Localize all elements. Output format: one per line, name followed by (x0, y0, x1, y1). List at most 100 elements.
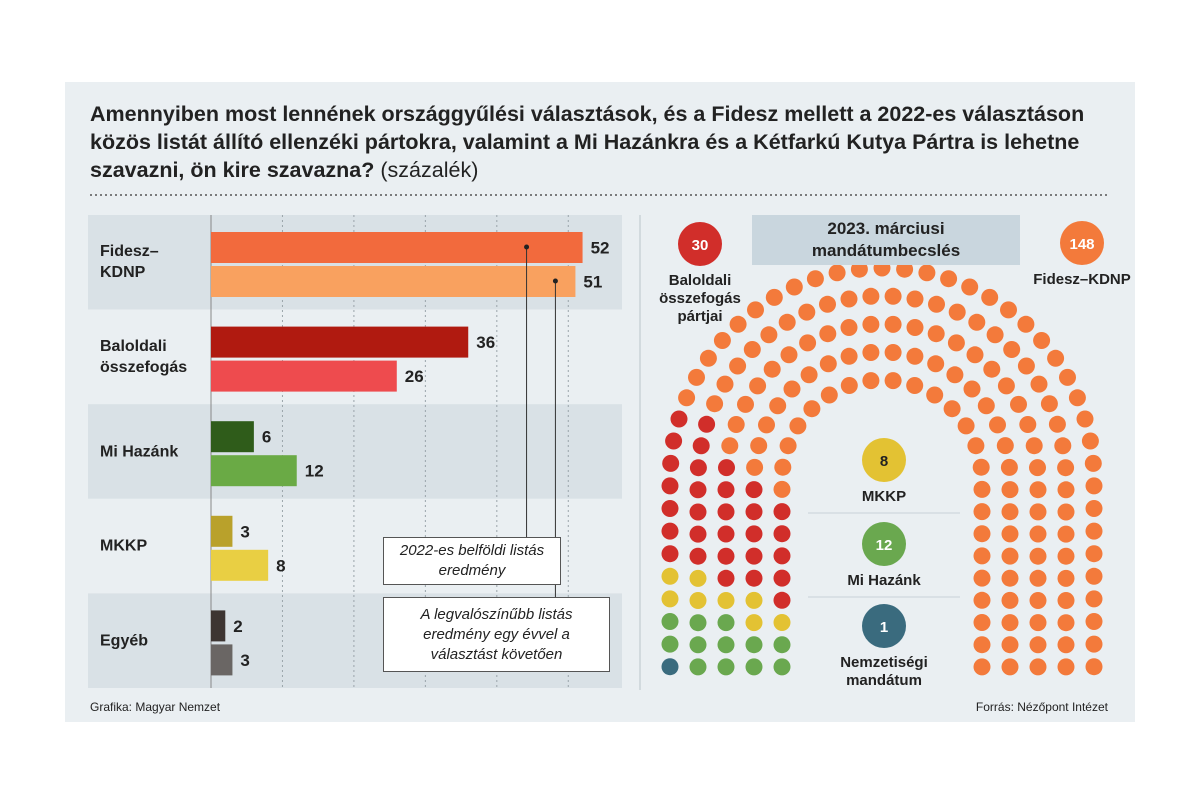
seat (1001, 481, 1019, 499)
seat (1057, 525, 1075, 543)
seat (745, 614, 763, 632)
seat (1057, 459, 1075, 477)
bar (211, 326, 469, 358)
seat (947, 334, 965, 352)
bar (211, 549, 269, 581)
seat (1057, 636, 1075, 654)
seat (706, 395, 724, 413)
seat (678, 389, 696, 407)
seat (973, 591, 991, 609)
seat (1085, 590, 1103, 608)
seat (789, 417, 807, 435)
seat (717, 592, 735, 609)
seat (1057, 658, 1075, 676)
seat (773, 503, 791, 521)
seat (1029, 569, 1047, 587)
seat (840, 377, 858, 394)
seat (689, 658, 707, 676)
seat (1017, 357, 1035, 375)
seat (737, 395, 754, 413)
seat (973, 636, 991, 654)
seat (698, 415, 716, 433)
party-badge (862, 438, 906, 482)
seat (717, 569, 735, 587)
seat-count: 148 (1069, 236, 1094, 253)
seat (828, 264, 846, 282)
bar (211, 232, 583, 263)
seat (745, 591, 763, 609)
seat (774, 458, 792, 476)
seat (717, 636, 735, 654)
seat (1059, 368, 1076, 386)
seat (773, 547, 791, 565)
seat (1029, 525, 1047, 543)
seat (773, 636, 791, 654)
seat (862, 344, 880, 361)
seat (1076, 410, 1094, 428)
value-label: 2 (233, 617, 242, 636)
party-label: Nemzetiségi mandátum (840, 654, 928, 689)
seat (713, 332, 731, 349)
chart-title: Amennyiben most lennének országgyűlési v… (90, 102, 1085, 182)
seat (747, 301, 764, 319)
value-label: 52 (591, 239, 610, 258)
seat (948, 303, 966, 321)
seat (806, 270, 824, 288)
seat (773, 525, 791, 543)
seat (661, 500, 679, 517)
bar (211, 360, 397, 392)
seat (689, 614, 707, 632)
seat (689, 459, 707, 477)
seat (862, 372, 880, 390)
seat (661, 522, 679, 540)
seat (1085, 477, 1103, 495)
seat (1084, 454, 1102, 472)
seat (689, 592, 707, 609)
seat (918, 264, 936, 282)
seat (973, 614, 991, 631)
seat (1000, 458, 1018, 476)
seat (1025, 437, 1043, 455)
credit: Grafika: Magyar Nemzet (90, 700, 221, 714)
seat (966, 346, 984, 364)
bar (211, 610, 226, 642)
seat (1001, 569, 1019, 587)
value-label: 12 (305, 462, 324, 481)
seat-count: 8 (880, 453, 888, 470)
seat (1029, 459, 1046, 477)
seat (973, 569, 991, 587)
seat (1085, 613, 1103, 630)
seat (973, 658, 991, 676)
seat (1047, 349, 1065, 367)
seat-count: 12 (876, 537, 893, 554)
seat (1030, 375, 1048, 393)
value-label: 8 (276, 556, 285, 575)
category-label: Baloldali összefogás (100, 337, 188, 376)
seat (661, 567, 679, 585)
seat (819, 355, 837, 373)
seat (1085, 567, 1103, 585)
seat (692, 437, 710, 455)
seat (1029, 592, 1047, 609)
seat (717, 614, 735, 632)
seat (1003, 341, 1021, 358)
seat (769, 397, 787, 415)
bands (88, 215, 622, 688)
seat (745, 547, 763, 565)
seat (1001, 525, 1019, 543)
seat (717, 503, 735, 521)
party-label: MKKP (861, 488, 907, 505)
seat (800, 366, 818, 384)
seat (1085, 635, 1103, 653)
seat (927, 325, 945, 343)
value-label: 26 (405, 367, 424, 386)
seat (957, 417, 975, 435)
seat (1001, 658, 1019, 676)
seat (1057, 614, 1075, 632)
seat (973, 547, 991, 565)
party-badge (1060, 221, 1104, 265)
seat (926, 386, 944, 404)
seat (1054, 437, 1072, 455)
seat (989, 416, 1006, 434)
seat (927, 355, 945, 373)
